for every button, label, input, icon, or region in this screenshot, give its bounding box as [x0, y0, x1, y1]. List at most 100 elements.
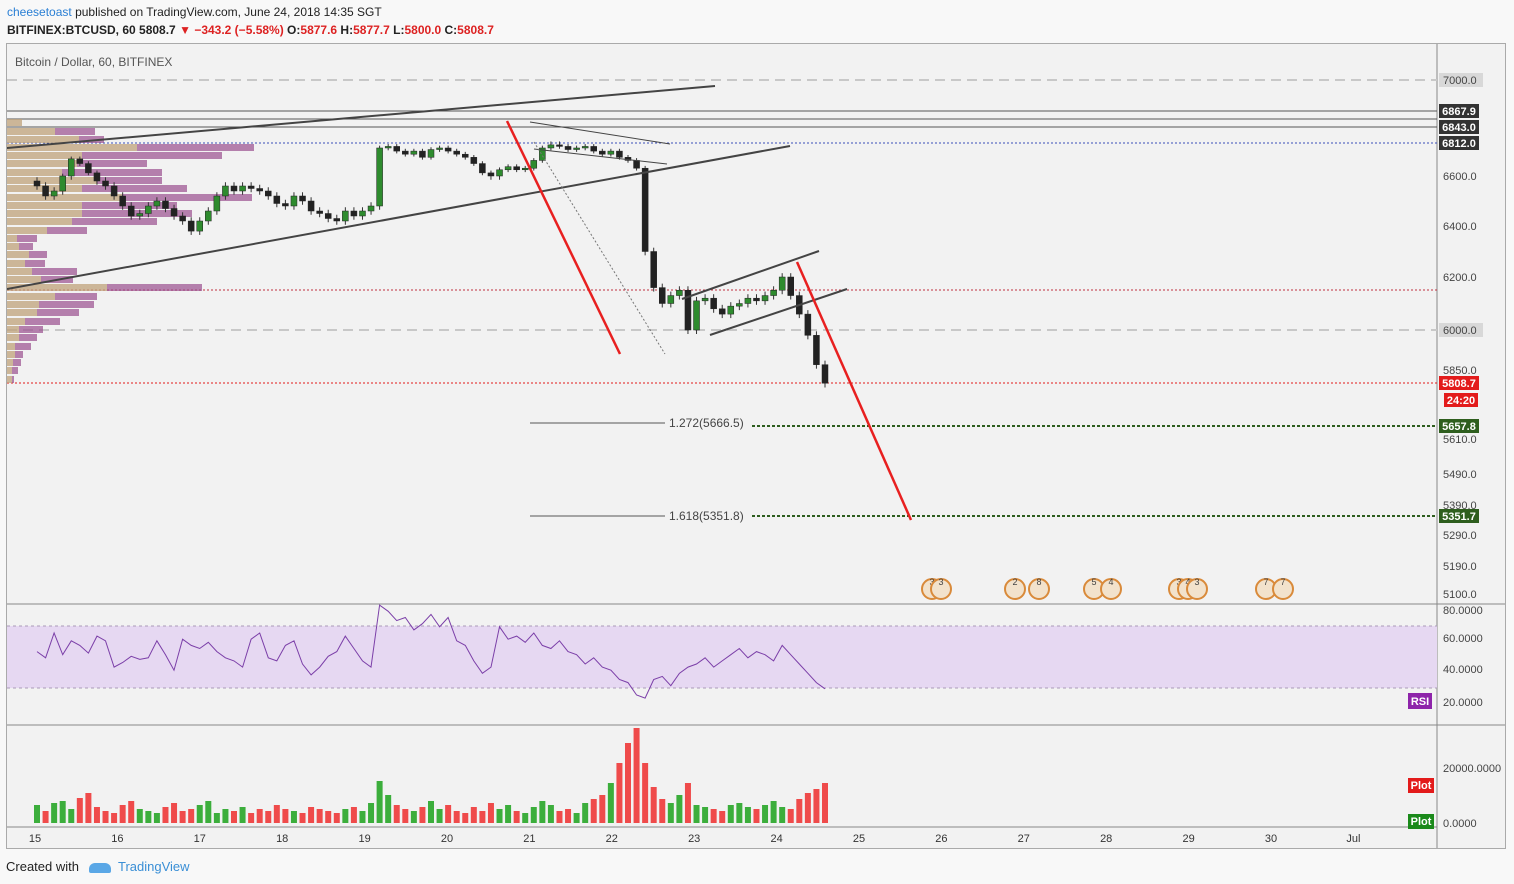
price-line-label: 6867.9: [1442, 106, 1476, 118]
candle-body: [110, 185, 118, 197]
volume-bar: [145, 811, 152, 823]
created-with-text: Created with: [6, 859, 79, 874]
candle-body: [718, 308, 726, 315]
us-flag-icon[interactable]: [1186, 578, 1208, 600]
candle-body: [573, 147, 580, 150]
profile-bar: [19, 334, 37, 341]
candle-body: [239, 185, 246, 192]
profile-bar: [7, 301, 39, 308]
candle-body: [256, 188, 263, 192]
candle-body: [710, 297, 717, 310]
candle-body: [384, 146, 392, 149]
candle-body: [744, 297, 752, 304]
candle-body: [187, 220, 195, 232]
red-measured-move-1: [505, 120, 622, 355]
profile-bar: [12, 376, 14, 383]
profile-bar: [13, 359, 21, 366]
candle-body: [350, 210, 358, 217]
volume-bar: [702, 807, 709, 823]
price-tick-label: 5490.0: [1443, 469, 1477, 481]
volume-bar: [462, 813, 469, 823]
candle-body: [213, 195, 221, 212]
volume-bar: [659, 799, 666, 823]
time-tick-label: 16: [111, 833, 123, 845]
price-tick-label: 7000.0: [1443, 75, 1477, 87]
candle-body: [222, 185, 229, 197]
low-value: 5800.0: [404, 23, 442, 37]
volume-bar: [642, 763, 649, 823]
volume-tick-label: 20000.0000: [1443, 763, 1501, 775]
volume-bar: [376, 781, 383, 823]
price-tick-highlight: [1439, 323, 1483, 337]
profile-bar: [7, 160, 77, 167]
tradingview-link[interactable]: TradingView: [118, 859, 190, 874]
profile-bar: [7, 309, 37, 316]
candle-body: [496, 169, 503, 177]
profile-bar: [25, 260, 45, 267]
us-flag-icon[interactable]: [1272, 578, 1294, 600]
rsi-tick-label: 80.0000: [1443, 605, 1483, 617]
profile-bar: [82, 185, 187, 192]
volume-bar: [513, 811, 520, 823]
candle-body: [170, 208, 178, 217]
profile-bar: [7, 128, 55, 135]
candle-body: [727, 305, 735, 315]
author-link[interactable]: cheesetoast: [7, 5, 72, 19]
candle-body: [444, 147, 452, 152]
volume-bar: [290, 811, 297, 823]
profile-bar: [17, 235, 37, 242]
profile-bar: [7, 227, 47, 234]
profile-bar: [7, 210, 82, 217]
price-tick-label: 5290.0: [1443, 530, 1477, 542]
volume-bar: [445, 805, 452, 823]
plot-label-green: Plot: [1411, 816, 1432, 828]
plot-badge-red: [1408, 778, 1434, 793]
us-flag-icon[interactable]: [1028, 578, 1050, 600]
volume-bar: [599, 795, 606, 823]
candle-body: [676, 290, 683, 296]
profile-bar: [37, 309, 79, 316]
candle-body: [119, 195, 126, 207]
volume-bar: [804, 793, 811, 823]
price-tick-label: 5190.0: [1443, 561, 1477, 573]
candle-body: [659, 287, 666, 304]
profile-bar: [7, 343, 15, 350]
open-value: 5877.6: [300, 23, 338, 37]
price-line-badge: [1439, 120, 1479, 134]
volume-bar: [136, 809, 143, 823]
us-flag-icon[interactable]: [930, 578, 952, 600]
event-count: 7: [1263, 577, 1268, 587]
rsi-label: RSI: [1411, 696, 1429, 708]
profile-bar: [82, 152, 222, 159]
candle-body: [102, 180, 109, 187]
candle-body: [556, 144, 563, 147]
high-value: 5877.7: [353, 23, 390, 37]
candle-body: [68, 158, 75, 177]
event-count: 3: [1194, 577, 1199, 587]
event-count: 5: [1091, 577, 1096, 587]
volume-bar: [316, 809, 323, 823]
price-tick-label: 5100.0: [1443, 589, 1477, 601]
profile-bar: [7, 194, 122, 201]
profile-bar: [25, 318, 60, 325]
upper-trendline: [6, 85, 716, 149]
volume-bar: [796, 799, 803, 823]
candle-body: [273, 195, 281, 204]
time-tick-label: 23: [688, 833, 700, 845]
volume-bar: [171, 803, 178, 823]
candle-body: [247, 185, 255, 189]
volume-bar: [308, 807, 315, 823]
volume-bar: [93, 807, 100, 823]
profile-bar: [7, 136, 79, 143]
event-count: 3: [1176, 577, 1181, 587]
volume-bar: [530, 807, 537, 823]
us-flag-icon[interactable]: [1100, 578, 1122, 600]
profile-bar: [7, 367, 12, 374]
us-flag-icon[interactable]: [1004, 578, 1026, 600]
candle-body: [504, 166, 512, 171]
price-line-badge: [1444, 393, 1478, 407]
trendlines: 1.272(5666.5) 1.618(5351.8): [6, 85, 913, 523]
price-tick-label: 6200.0: [1443, 272, 1477, 284]
profile-bar: [77, 160, 147, 167]
